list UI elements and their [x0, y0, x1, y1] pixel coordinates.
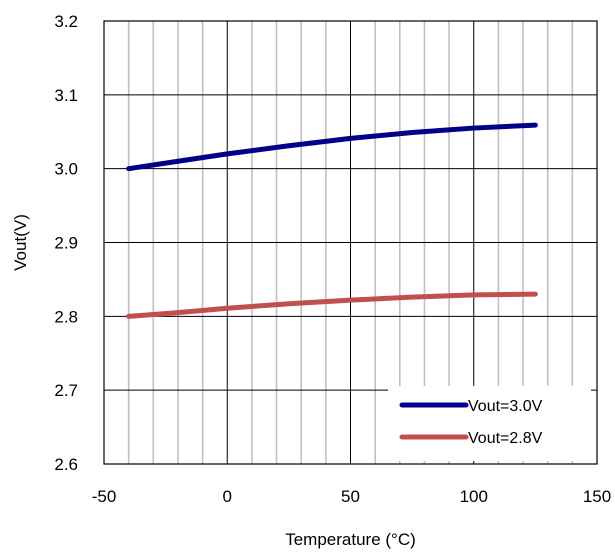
x-tick-label: 50 [341, 487, 360, 506]
legend-label-vout-2-8v: Vout=2.8V [468, 430, 543, 447]
legend-box [388, 386, 591, 461]
y-tick-label: 2.7 [54, 381, 78, 400]
x-tick-label: 100 [460, 487, 488, 506]
y-axis-tick-labels: 2.6 2.7 2.8 2.9 3.0 3.1 3.2 [54, 12, 78, 474]
x-tick-label: 0 [223, 487, 232, 506]
y-tick-label: 2.6 [54, 455, 78, 474]
legend-label-vout-3-0v: Vout=3.0V [468, 398, 543, 415]
y-tick-label: 2.8 [54, 307, 78, 326]
y-tick-label: 3.0 [54, 160, 78, 179]
x-axis-title: Temperature (°C) [285, 530, 416, 549]
legend: Vout=3.0V Vout=2.8V [388, 386, 591, 461]
series-line-1 [126, 291, 538, 319]
y-tick-label: 2.9 [54, 234, 78, 253]
plot-area-frame [103, 20, 598, 465]
major-gridlines [104, 21, 597, 464]
x-tick-label: 150 [583, 487, 611, 506]
y-tick-label: 3.2 [54, 12, 78, 31]
series-line-0 [126, 122, 538, 172]
x-tick-label: -50 [92, 487, 117, 506]
x-axis-tick-labels: -50 0 50 100 150 [92, 487, 611, 506]
y-tick-label: 3.1 [54, 86, 78, 105]
y-axis-title: Vout(V) [11, 214, 30, 271]
series-lines [126, 122, 538, 319]
